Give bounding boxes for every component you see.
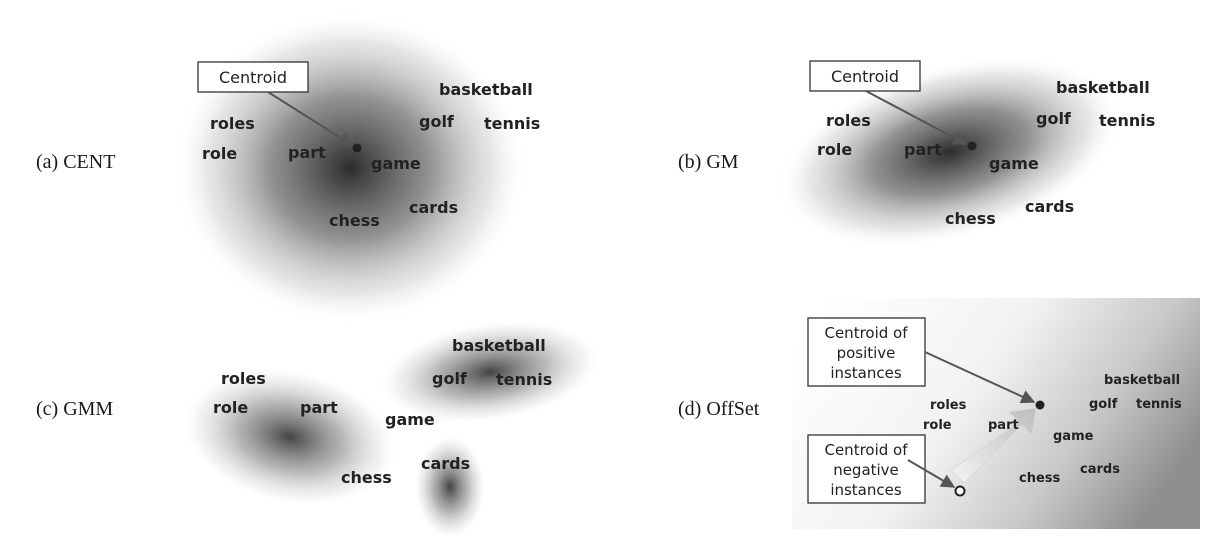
panel-b-word-game: game — [989, 154, 1039, 173]
panel-b-word-part: part — [904, 140, 942, 159]
panel-b-gm: (b) GM Centroid roles role part game gol… — [678, 55, 1155, 249]
panel-c-word-part: part — [300, 398, 338, 417]
panel-d-word-tennis: tennis — [1136, 397, 1182, 412]
panel-b-word-basketball: basketball — [1056, 78, 1150, 97]
panel-a-word-roles: roles — [210, 114, 255, 133]
panel-d-word-cards: cards — [1080, 462, 1120, 477]
panel-c-word-roles: roles — [221, 369, 266, 388]
panel-a-word-part: part — [288, 143, 326, 162]
panel-d-negative-callout-line2: negative — [833, 461, 899, 479]
panel-d-word-part: part — [988, 418, 1019, 433]
panel-b-word-chess: chess — [945, 209, 996, 228]
panel-a-label: (a) CENT — [36, 151, 115, 173]
panel-a-callout-arrow — [267, 91, 354, 146]
panel-d-positive-callout-box — [807, 317, 926, 387]
panel-a-word-golf: golf — [419, 112, 455, 131]
panel-b-word-golf: golf — [1036, 109, 1072, 128]
panel-a-word-game: game — [371, 154, 421, 173]
panel-d-word-basketball: basketball — [1104, 373, 1180, 388]
panel-b-centroid-callout: Centroid — [831, 67, 899, 86]
panel-d-positive-callout-line2: positive — [837, 344, 896, 362]
panel-d-negative-callout-line3: instances — [830, 481, 902, 499]
panel-d-offset-arrow — [950, 407, 1037, 484]
panel-c-component-left — [181, 366, 399, 508]
panel-d-word-role: role — [923, 418, 952, 433]
panel-c-word-cards: cards — [421, 454, 470, 473]
panel-b-distribution — [776, 55, 1124, 249]
panel-a-distribution — [172, 10, 528, 326]
panel-d-label: (d) OffSet — [678, 398, 760, 420]
panel-d-negative-centroid-point — [954, 485, 966, 497]
panel-d-offset: (d) OffSet Centroid of positive instance… — [678, 298, 1200, 529]
panel-c-label: (c) GMM — [36, 398, 113, 420]
panel-b-word-cards: cards — [1025, 197, 1074, 216]
panel-b-word-tennis: tennis — [1099, 111, 1155, 130]
panel-c-word-basketball: basketball — [452, 336, 546, 355]
panel-a-word-cards: cards — [409, 198, 458, 217]
panel-a-centroid-callout-box — [197, 61, 309, 93]
panel-d-word-roles: roles — [930, 398, 967, 413]
panel-d-negative-callout-arrow — [907, 459, 956, 488]
panel-d-word-golf: golf — [1089, 397, 1118, 412]
panel-b-label: (b) GM — [678, 151, 739, 173]
panel-a-word-basketball: basketball — [439, 80, 533, 99]
panel-a-centroid-point — [352, 143, 362, 153]
panel-b-callout-arrow — [865, 90, 968, 145]
panel-d-positive-callout-arrow — [924, 351, 1036, 404]
panel-a-word-chess: chess — [329, 211, 380, 230]
panel-d-word-chess: chess — [1019, 471, 1061, 486]
panel-d-positive-callout-line1: Centroid of — [824, 324, 908, 342]
panel-a-word-tennis: tennis — [484, 114, 540, 133]
panel-b-word-roles: roles — [826, 111, 871, 130]
panel-b-centroid-point — [967, 141, 977, 151]
panel-c-word-golf: golf — [432, 369, 468, 388]
panel-c-word-game: game — [385, 410, 435, 429]
panel-a-centroid-callout: Centroid — [219, 68, 287, 87]
panel-c-word-chess: chess — [341, 468, 392, 487]
panel-b-word-role: role — [817, 140, 852, 159]
panel-c-gmm: (c) GMM roles role part game golf basket… — [36, 320, 602, 539]
panel-d-positive-centroid-point — [1035, 400, 1045, 410]
panel-c-word-role: role — [213, 398, 248, 417]
panel-d-negative-callout-line1: Centroid of — [824, 441, 908, 459]
panel-b-centroid-callout-box — [809, 60, 921, 92]
panel-a-cent: (a) CENT Centroid roles role part game g… — [36, 10, 540, 326]
panel-d-word-game: game — [1053, 429, 1094, 444]
panel-c-component-bottom — [414, 435, 486, 539]
panel-a-word-role: role — [202, 144, 237, 163]
panel-c-component-top — [378, 320, 602, 424]
panel-c-word-tennis: tennis — [496, 370, 552, 389]
panel-d-negative-callout-box — [807, 434, 926, 504]
panel-d-positive-callout-line3: instances — [830, 364, 902, 382]
